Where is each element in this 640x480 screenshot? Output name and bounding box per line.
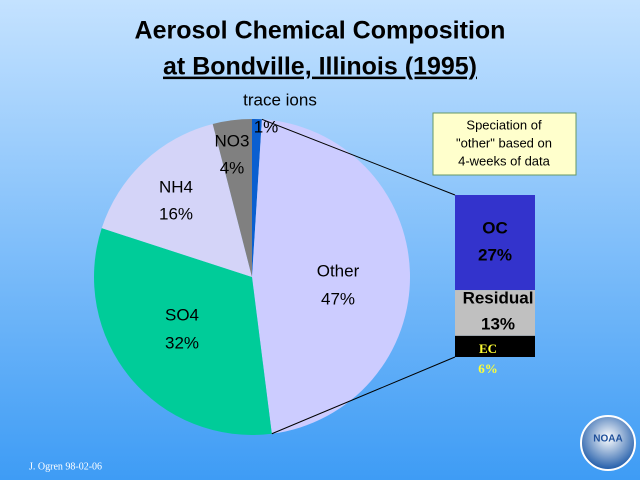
slice-value-label: 32% [165, 333, 199, 352]
slice-value-label: 16% [159, 204, 193, 223]
slice-value-label: 4% [220, 158, 245, 177]
segment-value-label: 6% [478, 361, 498, 376]
slice-value-label: 1% [254, 117, 279, 136]
segment-label: Residual [463, 288, 534, 307]
slice-label: SO4 [165, 305, 199, 324]
bar-segment [455, 290, 535, 336]
slice-label: NO3 [215, 131, 250, 150]
footer: J. Ogren 98-02-06 [29, 461, 102, 472]
segment-label: EC [479, 341, 497, 356]
note-text: "other" based on [456, 135, 552, 150]
connector [271, 356, 456, 435]
note-text: 4-weeks of data [458, 153, 551, 168]
segment-value-label: 27% [478, 245, 512, 264]
chart-title: Aerosol Chemical Composition [135, 17, 506, 45]
segment-label: OC [482, 218, 508, 237]
logo [580, 415, 636, 471]
pie-slice [212, 119, 252, 277]
slice-label: NH4 [159, 177, 193, 196]
bar-segment [455, 335, 535, 357]
pie-slice [252, 119, 410, 434]
logo-text: NOAA [593, 434, 622, 445]
pie-slice [101, 123, 253, 277]
slice-label: trace ions [243, 90, 317, 109]
slice-label: Other [317, 261, 360, 280]
pie-slice [252, 119, 262, 277]
connector [261, 118, 456, 196]
segment-value-label: 13% [481, 314, 515, 333]
slice-value-label: 47% [321, 289, 355, 308]
pie-slice [93, 228, 272, 435]
chart-title: at Bondville, Illinois (1995) [163, 53, 477, 81]
note-text: Speciation of [466, 117, 542, 132]
bar-segment [455, 195, 535, 291]
note-box [432, 112, 577, 176]
